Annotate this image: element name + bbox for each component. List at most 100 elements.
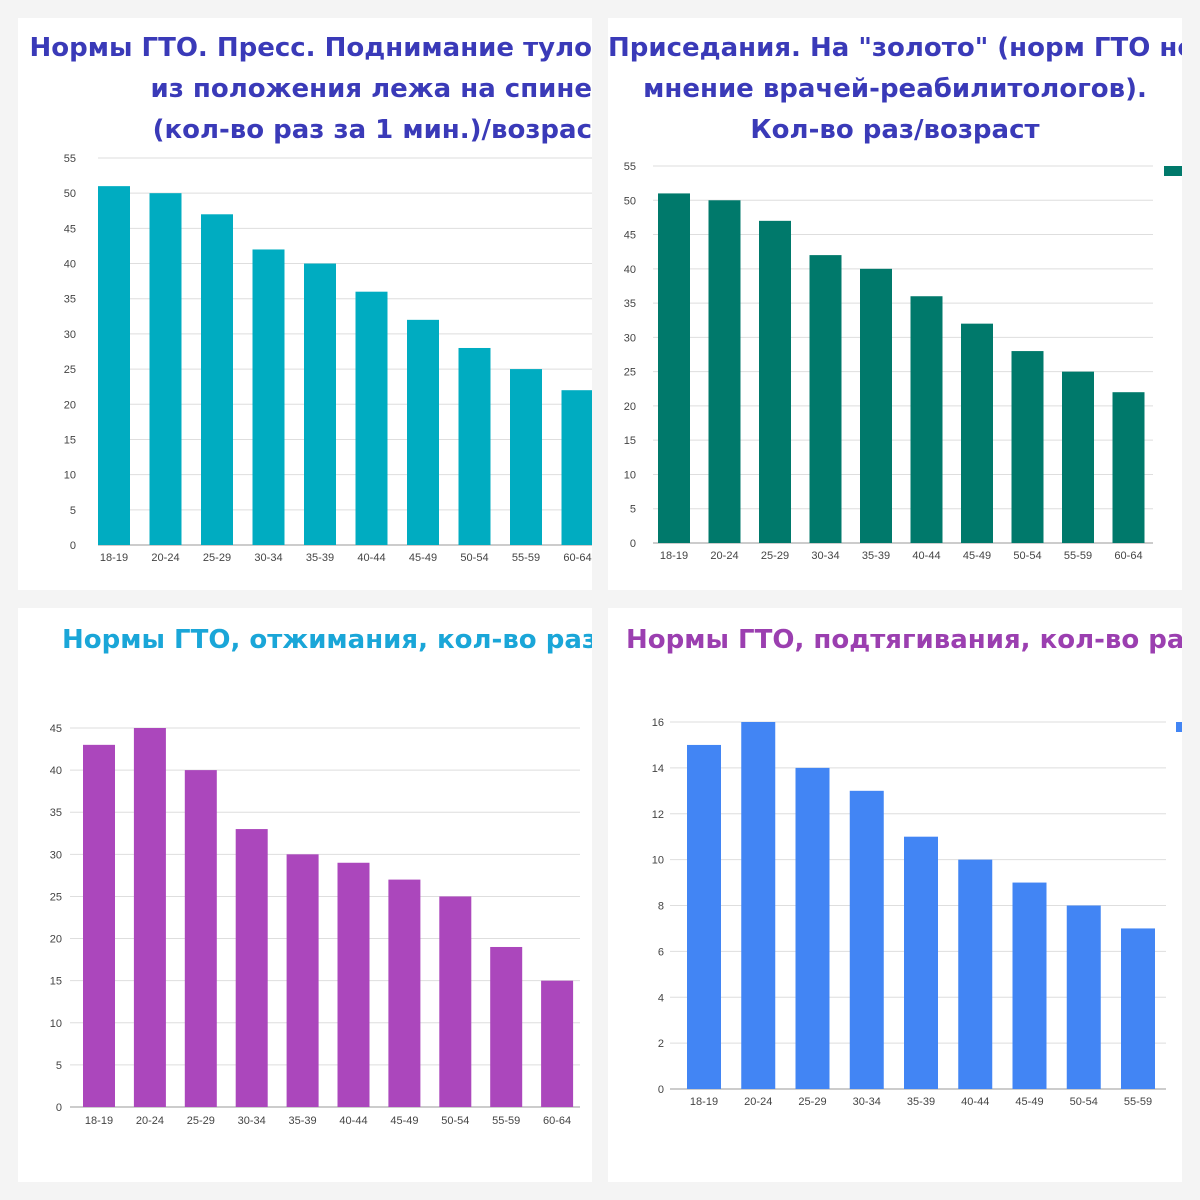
x-tick-label: 20-24: [744, 1096, 772, 1108]
bar: [561, 390, 592, 545]
chart-title: Нормы ГТО, отжимания, кол-во раз/в: [62, 620, 592, 661]
bar: [201, 214, 233, 546]
bar: [439, 896, 472, 1107]
y-tick-label: 30: [624, 332, 636, 344]
y-tick-label: 16: [652, 717, 664, 729]
chart-title-line: Нормы ГТО, подтягивания, кол-во раз/во: [626, 625, 1182, 655]
y-tick-label: 14: [652, 763, 664, 775]
y-tick-label: 35: [50, 807, 62, 819]
y-tick-label: 50: [624, 195, 636, 207]
chart-panel-press: Нормы ГТО. Пресс. Поднимание туло из пол…: [18, 18, 592, 590]
chart-title: Приседания. На "золото" (норм ГТО нет мн…: [608, 28, 1182, 151]
y-tick-label: 30: [64, 329, 76, 341]
y-tick-label: 25: [50, 891, 62, 903]
y-tick-label: 25: [64, 364, 76, 376]
bar: [355, 291, 388, 545]
chart-title-line: Нормы ГТО, отжимания, кол-во раз/в: [62, 625, 592, 655]
bar: [510, 369, 542, 545]
chart-title-line: мнение врачей-реабилитологов).: [643, 74, 1147, 104]
legend-swatch: [1164, 166, 1182, 176]
chart-title-line: Приседания. На "золото" (норм ГТО нет: [608, 33, 1182, 63]
x-tick-label: 30-34: [853, 1096, 881, 1108]
x-tick-label: 60-64: [1114, 550, 1142, 562]
x-tick-label: 35-39: [306, 552, 334, 564]
bar: [741, 722, 776, 1089]
y-tick-label: 30: [50, 849, 62, 861]
x-tick-label: 55-59: [1124, 1096, 1152, 1108]
y-tick-label: 12: [652, 809, 664, 821]
y-tick-label: 55: [64, 153, 76, 165]
x-tick-label: 40-44: [961, 1096, 989, 1108]
x-tick-label: 30-34: [811, 550, 839, 562]
x-tick-label: 50-54: [460, 552, 488, 564]
x-tick-label: 45-49: [963, 550, 991, 562]
bar: [687, 744, 721, 1089]
bar: [149, 193, 182, 545]
y-tick-label: 20: [624, 401, 636, 413]
y-tick-label: 45: [50, 723, 62, 735]
y-tick-label: 45: [64, 223, 76, 235]
bar: [235, 829, 268, 1107]
x-tick-label: 50-54: [441, 1115, 469, 1127]
y-tick-label: 2: [658, 1038, 664, 1050]
bar-chart-squats: 0 5 10 15 20 25 30 35 40 45 50 55 18-19 20-24 25-29 30-…: [624, 161, 1182, 562]
bar: [958, 859, 993, 1089]
y-tick-label: 40: [50, 765, 62, 777]
bar: [407, 319, 439, 545]
x-tick-label: 60-64: [563, 552, 591, 564]
x-tick-label: 25-29: [203, 552, 231, 564]
y-tick-label: 40: [624, 264, 636, 276]
x-tick-label: 25-29: [187, 1115, 215, 1127]
x-tick-label: 60-64: [543, 1115, 571, 1127]
y-tick-label: 10: [652, 855, 664, 867]
y-tick-label: 5: [56, 1060, 62, 1072]
x-tick-label: 20-24: [151, 552, 179, 564]
bar: [83, 744, 115, 1107]
y-tick-label: 5: [630, 504, 636, 516]
x-tick-label: 20-24: [136, 1115, 164, 1127]
y-tick-label: 15: [50, 976, 62, 988]
bar: [1011, 351, 1044, 543]
chart-title: Нормы ГТО, подтягивания, кол-во раз/во: [626, 620, 1182, 661]
bar: [910, 296, 943, 543]
x-tick-label: 30-34: [238, 1115, 266, 1127]
bar: [490, 946, 523, 1107]
chart-title-line: Нормы ГТО. Пресс. Поднимание туло: [29, 33, 592, 63]
chart-panel-pullups: Нормы ГТО, подтягивания, кол-во раз/во 0…: [608, 608, 1182, 1182]
bar: [809, 255, 842, 544]
bar: [337, 862, 370, 1107]
x-tick-label: 18-19: [100, 552, 128, 564]
x-tick-label: 35-39: [862, 550, 890, 562]
y-tick-label: 8: [658, 901, 664, 913]
x-tick-label: 18-19: [85, 1115, 113, 1127]
bar: [388, 879, 421, 1107]
y-tick-label: 4: [658, 992, 664, 1004]
y-tick-label: 35: [64, 294, 76, 306]
bar: [541, 980, 574, 1107]
bar: [708, 200, 741, 544]
y-tick-label: 10: [50, 1018, 62, 1030]
bar: [795, 767, 830, 1089]
x-tick-label: 45-49: [1015, 1096, 1043, 1108]
bar: [286, 854, 319, 1107]
bar: [98, 186, 130, 546]
x-tick-label: 40-44: [357, 552, 385, 564]
bar-chart-press: 0 5 10 15 20 25 30 35 40 45 50 55 18-19 20-24 25-29 30-…: [64, 153, 592, 564]
y-tick-label: 35: [624, 298, 636, 310]
bar: [458, 347, 491, 545]
bar: [1112, 392, 1145, 543]
x-tick-label: 35-39: [907, 1096, 935, 1108]
x-tick-label: 45-49: [390, 1115, 418, 1127]
chart-title-line: из положения лежа на спине: [150, 74, 592, 104]
y-tick-label: 15: [64, 434, 76, 446]
bar: [1062, 371, 1094, 543]
x-tick-label: 50-54: [1070, 1096, 1098, 1108]
y-tick-label: 10: [624, 469, 636, 481]
x-tick-label: 30-34: [254, 552, 282, 564]
y-tick-label: 0: [70, 540, 76, 552]
x-tick-label: 55-59: [512, 552, 540, 564]
bar-chart-pushups: 0 5 10 15 20 25 30 35 40 45 18-19 20-24 25-29 30-34 35…: [50, 723, 580, 1127]
bar: [860, 268, 892, 543]
y-tick-label: 20: [64, 399, 76, 411]
y-tick-label: 45: [624, 230, 636, 242]
